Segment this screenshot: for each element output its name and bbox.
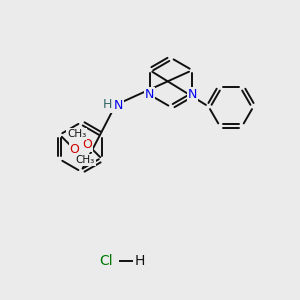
Text: CH₃: CH₃ <box>67 129 86 139</box>
Text: O: O <box>82 138 92 151</box>
Text: N: N <box>145 88 154 101</box>
Text: N: N <box>114 99 123 112</box>
Text: CH₃: CH₃ <box>76 155 95 165</box>
Text: N: N <box>188 88 197 101</box>
Text: H: H <box>134 254 145 268</box>
Text: O: O <box>70 143 80 156</box>
Text: Cl: Cl <box>100 254 113 268</box>
Text: H: H <box>102 98 112 112</box>
